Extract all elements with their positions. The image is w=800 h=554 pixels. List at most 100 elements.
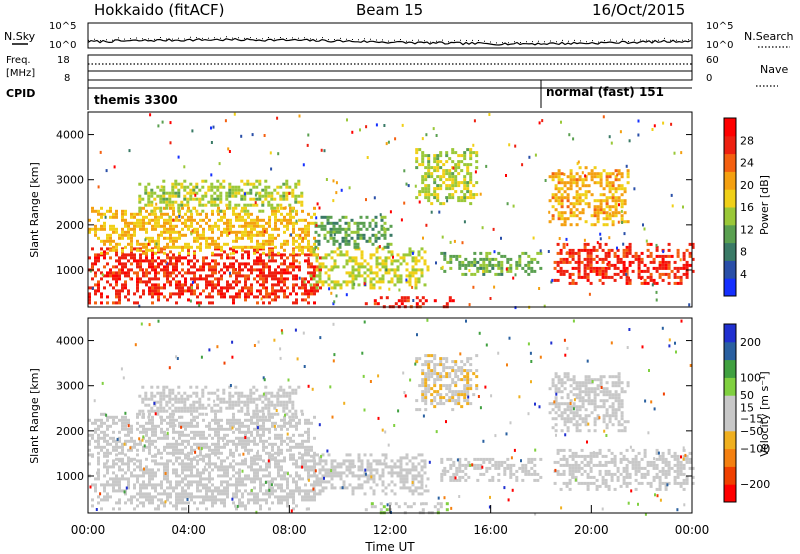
heatmap-cell	[220, 289, 223, 293]
heatmap-cell	[289, 436, 292, 440]
heatmap-cell	[463, 151, 467, 155]
heatmap-cell	[295, 221, 298, 225]
heatmap-cell	[109, 436, 112, 440]
heatmap-cell	[614, 178, 618, 182]
heatmap-cell	[430, 166, 434, 170]
heatmap-cell	[124, 415, 127, 419]
heatmap-cell	[596, 208, 600, 212]
heatmap-cell	[88, 462, 91, 466]
heatmap-cell	[211, 259, 214, 263]
heatmap-cell	[136, 212, 139, 216]
heatmap-cell	[148, 442, 151, 446]
heatmap-cell	[219, 397, 223, 401]
heatmap-cell	[448, 196, 452, 200]
heatmap-cell	[118, 501, 121, 505]
heatmap-cell	[324, 471, 328, 475]
heatmap-cell	[315, 286, 319, 290]
heatmap-cell	[568, 248, 572, 252]
heatmap-cell	[432, 127, 435, 131]
heatmap-cell	[94, 486, 97, 490]
heatmap-cell	[258, 182, 262, 186]
heatmap-cell	[589, 251, 593, 255]
heatmap-cell	[193, 236, 196, 240]
heatmap-cell	[201, 391, 205, 395]
heatmap-cell	[366, 156, 369, 159]
heatmap-cell	[323, 224, 327, 228]
heatmap-cell	[172, 271, 175, 275]
heatmap-cell	[232, 251, 235, 255]
heatmap-cell	[193, 218, 196, 222]
heatmap-cell	[309, 247, 313, 251]
heatmap-cell	[151, 427, 154, 431]
heatmap-cell	[445, 172, 449, 176]
heatmap-cell	[262, 442, 265, 446]
heatmap-cell	[258, 209, 262, 213]
heatmap-cell	[436, 375, 440, 379]
heatmap-cell	[235, 245, 238, 249]
heatmap-cell	[351, 459, 355, 463]
heatmap-cell	[259, 439, 262, 443]
heatmap-cell	[445, 196, 449, 200]
heatmap-cell	[560, 205, 564, 209]
heatmap-cell	[202, 430, 205, 434]
heatmap-cell	[466, 184, 470, 188]
heatmap-cell	[172, 442, 175, 446]
heatmap-cell	[285, 182, 289, 186]
heatmap-cell	[217, 445, 220, 449]
heatmap-cell	[226, 233, 229, 237]
heatmap-cell	[500, 260, 504, 264]
heatmap-cell	[599, 208, 603, 212]
heatmap-cell	[130, 471, 133, 475]
heatmap-cell	[363, 480, 367, 484]
heatmap-cell	[154, 445, 157, 449]
heatmap-cell	[168, 194, 172, 198]
heatmap-cell	[408, 274, 412, 278]
heatmap-cell	[485, 164, 488, 168]
heatmap-cell	[294, 412, 298, 416]
freq-label-line2: [MHz]	[6, 68, 35, 79]
heatmap-cell	[277, 451, 280, 455]
heatmap-cell	[100, 251, 103, 255]
heatmap-cell	[178, 501, 181, 505]
heatmap-cell	[370, 502, 374, 506]
heatmap-cell	[267, 194, 271, 198]
heatmap-cell	[604, 266, 608, 270]
heatmap-cell	[91, 265, 94, 269]
heatmap-cell	[324, 468, 328, 472]
heatmap-cell	[333, 233, 336, 237]
heatmap-cell	[271, 259, 274, 263]
heatmap-cell	[307, 453, 310, 457]
heatmap-cell	[196, 239, 199, 243]
heatmap-cell	[214, 486, 217, 490]
heatmap-cell	[637, 275, 641, 279]
heatmap-cell	[298, 456, 301, 460]
heatmap-cell	[166, 451, 169, 455]
heatmap-cell	[415, 148, 419, 152]
heatmap-cell	[226, 289, 229, 293]
heatmap-cell	[219, 409, 223, 413]
heatmap-cell	[622, 242, 625, 246]
heatmap-cell	[130, 459, 133, 463]
heatmap-cell	[240, 394, 244, 398]
heatmap-cell	[201, 406, 205, 410]
heatmap-cell	[220, 253, 223, 257]
heatmap-cell	[112, 471, 115, 475]
heatmap-cell	[454, 175, 458, 179]
heatmap-cell	[505, 174, 507, 177]
heatmap-cell	[277, 471, 280, 475]
heatmap-cell	[268, 480, 271, 484]
heatmap-cell	[256, 471, 259, 475]
heatmap-cell	[493, 285, 496, 289]
heatmap-cell	[178, 436, 181, 440]
heatmap-cell	[259, 483, 262, 487]
heatmap-cell	[280, 253, 283, 257]
heatmap-cell	[247, 286, 250, 290]
heatmap-cell	[418, 200, 421, 204]
heatmap-cell	[619, 269, 623, 273]
heatmap-cell	[360, 483, 364, 487]
heatmap-cell	[587, 205, 591, 209]
heatmap-cell	[611, 214, 615, 218]
heatmap-cell	[294, 409, 298, 413]
heatmap-cell	[208, 265, 211, 269]
heatmap-cell	[268, 271, 271, 275]
